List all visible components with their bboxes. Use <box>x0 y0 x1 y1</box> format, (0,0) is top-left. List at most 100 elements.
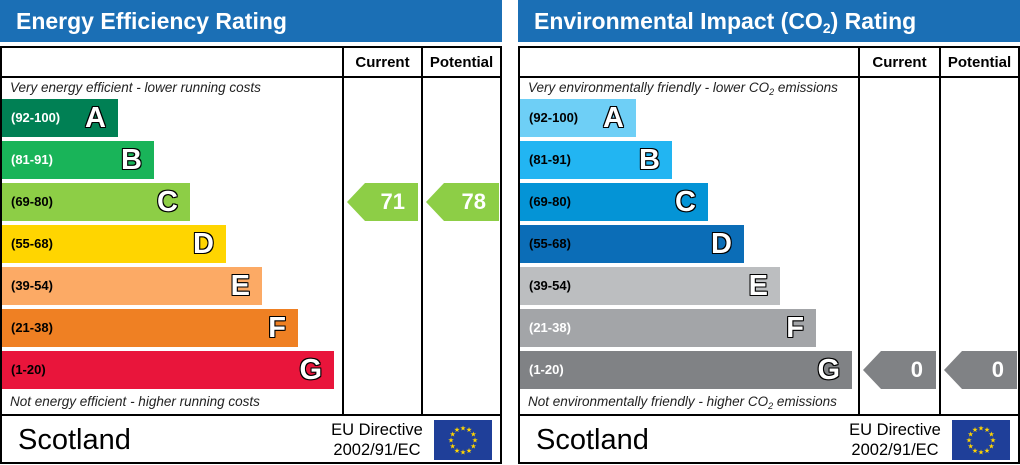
bottom-caption: Not environmentally friendly - higher CO… <box>528 394 837 411</box>
flag-star: ★ <box>988 431 994 439</box>
energy-efficiency-panel: Energy Efficiency Rating Current Potenti… <box>0 0 502 464</box>
rating-band-b: (81-91) B <box>2 141 154 179</box>
flag-star: ★ <box>972 447 978 455</box>
energy-chart-frame: Current Potential Very energy efficient … <box>0 46 502 464</box>
directive-line1: EU Directive <box>331 421 423 439</box>
footer-divider <box>2 414 500 416</box>
rating-band-e: (39-54) E <box>2 267 262 305</box>
flag-star: ★ <box>966 437 972 445</box>
band-range: (81-91) <box>529 152 571 167</box>
band-range: (21-38) <box>11 320 53 335</box>
eu-directive-text: EU Directive 2002/91/EC <box>324 420 430 460</box>
band-letter: G <box>299 354 322 386</box>
flag-star: ★ <box>454 447 460 455</box>
flag-star: ★ <box>984 426 990 434</box>
footer-divider <box>520 414 1018 416</box>
band-range: (55-68) <box>529 236 571 251</box>
band-letter: D <box>711 228 732 260</box>
flag-star: ★ <box>460 449 466 457</box>
column-divider <box>939 48 941 414</box>
band-range: (39-54) <box>11 278 53 293</box>
band-range: (55-68) <box>11 236 53 251</box>
rating-band-d: (55-68) D <box>2 225 226 263</box>
country-label: Scotland <box>536 424 649 456</box>
title-subscript: 2 <box>822 20 831 36</box>
rating-band-d: (55-68) D <box>520 225 744 263</box>
header-divider <box>520 76 1018 78</box>
rating-band-a: (92-100) A <box>520 99 636 137</box>
rating-band-f: (21-38) F <box>2 309 298 347</box>
current-rating-arrow: 0 <box>863 351 936 389</box>
flag-star: ★ <box>984 447 990 455</box>
caption-main: Very environmentally friendly - lower CO <box>528 80 770 95</box>
flag-star: ★ <box>978 449 984 457</box>
column-divider <box>858 48 860 414</box>
band-letter: B <box>639 144 660 176</box>
band-letter: B <box>121 144 142 176</box>
directive-line2: 2002/91/EC <box>333 441 421 459</box>
flag-star: ★ <box>988 443 994 451</box>
flag-star: ★ <box>470 431 476 439</box>
rating-band-c: (69-80) C <box>2 183 190 221</box>
environmental-impact-panel: Environmental Impact (CO2) Rating Curren… <box>518 0 1020 464</box>
band-range: (69-80) <box>11 194 53 209</box>
header-divider <box>2 76 500 78</box>
top-caption: Very energy efficient - lower running co… <box>10 80 261 95</box>
caption-subscript: 2 <box>768 401 774 411</box>
flag-star: ★ <box>449 443 455 451</box>
rating-band-g: (1-20) G <box>2 351 334 389</box>
flag-star: ★ <box>990 437 996 445</box>
band-letter: E <box>748 270 768 302</box>
band-letter: E <box>230 270 250 302</box>
band-range: (39-54) <box>529 278 571 293</box>
flag-star: ★ <box>972 426 978 434</box>
current-column-header: Current <box>355 54 410 71</box>
caption-end: emissions <box>773 394 837 409</box>
flag-star: ★ <box>448 437 454 445</box>
flag-star: ★ <box>472 437 478 445</box>
band-range: (92-100) <box>529 110 579 125</box>
potential-rating-arrow: 78 <box>426 183 499 221</box>
title-main: Environmental Impact (CO <box>534 8 823 34</box>
caption-end: emissions <box>774 80 838 95</box>
flag-star: ★ <box>978 425 984 433</box>
flag-star: ★ <box>466 447 472 455</box>
flag-star: ★ <box>460 425 466 433</box>
column-divider <box>342 48 344 414</box>
band-range: (92-100) <box>11 110 61 125</box>
energy-title: Energy Efficiency Rating <box>0 0 502 42</box>
potential-column-header: Potential <box>947 54 1012 71</box>
band-letter: C <box>675 186 696 218</box>
eu-flag-icon: ★ ★ ★ ★ ★ ★ ★ ★ ★ ★ ★ ★ <box>952 420 1010 460</box>
rating-band-e: (39-54) E <box>520 267 780 305</box>
flag-star: ★ <box>466 426 472 434</box>
band-letter: F <box>268 312 286 344</box>
rating-band-a: (92-100) A <box>2 99 118 137</box>
band-letter: G <box>817 354 840 386</box>
flag-star: ★ <box>967 431 973 439</box>
top-caption: Very environmentally friendly - lower CO… <box>528 80 838 97</box>
flag-star: ★ <box>449 431 455 439</box>
environment-title: Environmental Impact (CO2) Rating <box>518 0 1020 42</box>
current-rating-arrow: 71 <box>347 183 418 221</box>
directive-line1: EU Directive <box>849 421 941 439</box>
band-letter: D <box>193 228 214 260</box>
band-range: (1-20) <box>529 362 564 377</box>
caption-subscript: 2 <box>769 87 775 97</box>
band-letter: A <box>603 102 624 134</box>
band-range: (21-38) <box>529 320 571 335</box>
flag-star: ★ <box>967 443 973 451</box>
bottom-caption: Not energy efficient - higher running co… <box>10 394 260 409</box>
country-label: Scotland <box>18 424 131 456</box>
rating-band-f: (21-38) F <box>520 309 816 347</box>
band-letter: C <box>157 186 178 218</box>
current-column-header: Current <box>872 54 927 71</box>
eu-directive-text: EU Directive 2002/91/EC <box>842 420 948 460</box>
potential-rating-arrow: 0 <box>944 351 1017 389</box>
rating-band-b: (81-91) B <box>520 141 672 179</box>
band-letter: F <box>786 312 804 344</box>
potential-column-header: Potential <box>429 54 494 71</box>
band-letter: A <box>85 102 106 134</box>
title-end: ) Rating <box>830 8 917 34</box>
rating-band-c: (69-80) C <box>520 183 708 221</box>
